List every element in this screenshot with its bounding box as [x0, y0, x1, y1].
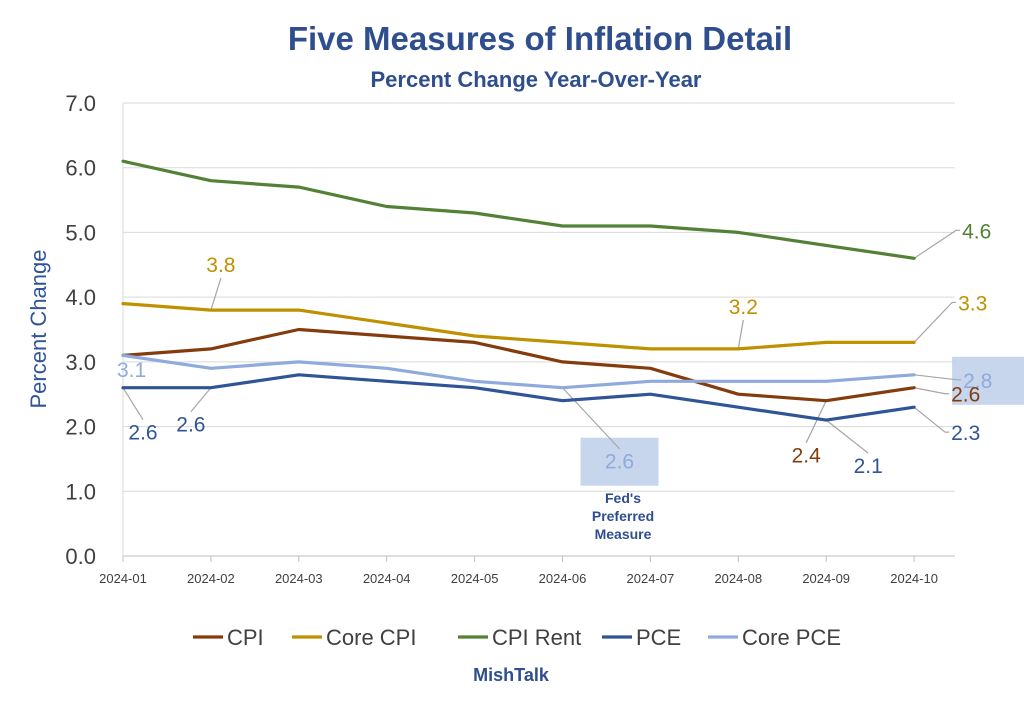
- label-leader-line: [913, 301, 957, 343]
- grid: [122, 102, 955, 557]
- data-label: 2.6: [176, 414, 205, 437]
- label-leader-line: [913, 229, 961, 259]
- annotation-line: Preferred: [592, 508, 654, 524]
- data-label: 3.1: [117, 359, 146, 382]
- x-axis-ticks: 2024-01 2024-02 2024-03 2024-04 2024-05 2024-…: [99, 556, 938, 586]
- y-tick-label: 7.0: [65, 91, 96, 116]
- label-leader-line: [562, 387, 620, 450]
- data-label: 3.2: [729, 296, 758, 319]
- y-tick-label: 1.0: [65, 479, 96, 504]
- data-label: 2.6: [128, 422, 157, 445]
- annotation-line: Measure: [595, 526, 652, 542]
- y-tick-label: 6.0: [65, 156, 96, 181]
- y-tick-label: 2.0: [65, 415, 96, 440]
- legend-label: CPI Rent: [492, 625, 581, 650]
- x-tick-label: 2024-03: [275, 571, 323, 586]
- label-leader-line: [913, 387, 950, 395]
- x-tick-label: 2024-02: [187, 571, 235, 586]
- x-tick-label: 2024-01: [99, 571, 147, 586]
- series-line-pce: [121, 373, 916, 422]
- legend-label: Core PCE: [742, 625, 841, 650]
- callouts: [122, 229, 1024, 486]
- label-highlight-box: [580, 437, 659, 486]
- legend-label: PCE: [636, 625, 681, 650]
- data-label: 2.3: [951, 422, 980, 445]
- data-label: 3.8: [206, 254, 235, 277]
- y-tick-label: 5.0: [65, 220, 96, 245]
- data-label: 2.6: [605, 451, 634, 474]
- x-tick-label: 2024-07: [627, 571, 675, 586]
- label-leader-line: [190, 387, 212, 413]
- annotation-line: Fed's: [605, 490, 641, 506]
- label-leader-line: [825, 419, 869, 454]
- x-tick-label: 2024-08: [714, 571, 762, 586]
- legend-label: Core CPI: [326, 625, 416, 650]
- chart-subtitle: Percent Change Year-Over-Year: [371, 67, 702, 92]
- label-leader-line: [210, 277, 222, 311]
- label-highlight-box: [952, 356, 1024, 405]
- y-axis-ticks: 0.0 1.0 2.0 3.0 4.0 5.0 6.0 7.0: [65, 91, 96, 569]
- x-tick-label: 2024-04: [363, 571, 411, 586]
- y-axis-label: Percent Change: [26, 250, 51, 409]
- x-tick-label: 2024-10: [890, 571, 938, 586]
- x-tick-label: 2024-05: [451, 571, 499, 586]
- label-leader-line: [914, 374, 962, 381]
- data-labels: 4.63.83.2 3.33.1 2.82.62.6 2.62.4 2.12.62.3: [117, 220, 992, 478]
- label-leader-line: [122, 387, 144, 421]
- data-label: 2.6: [951, 384, 980, 407]
- label-leader-line: [805, 400, 827, 443]
- series-line-cpi: [121, 327, 916, 403]
- data-label: 2.8: [963, 370, 992, 393]
- series-line-core-cpi: [121, 302, 916, 351]
- label-leader-line: [737, 319, 744, 350]
- series-lines: [121, 159, 916, 422]
- legend: CPI Core CPI CPI Rent PCE Core PCE: [193, 625, 841, 650]
- label-leader-line: [913, 406, 950, 433]
- fed-preferred-annotation: Fed's Preferred Measure: [592, 490, 654, 542]
- data-label: 2.4: [792, 445, 822, 468]
- data-label: 4.6: [962, 220, 991, 243]
- chart-title: Five Measures of Inflation Detail: [288, 20, 792, 57]
- source-credit: MishTalk: [473, 665, 550, 685]
- x-tick-label: 2024-09: [802, 571, 850, 586]
- series-line-cpi-rent: [121, 159, 916, 260]
- legend-label: CPI: [227, 625, 264, 650]
- x-tick-label: 2024-06: [539, 571, 587, 586]
- data-label: 3.3: [958, 292, 987, 315]
- y-tick-label: 4.0: [65, 285, 96, 310]
- series-line-core-pce: [121, 353, 916, 390]
- data-label: 2.1: [854, 455, 883, 478]
- y-tick-label: 0.0: [65, 544, 96, 569]
- y-tick-label: 3.0: [65, 350, 96, 375]
